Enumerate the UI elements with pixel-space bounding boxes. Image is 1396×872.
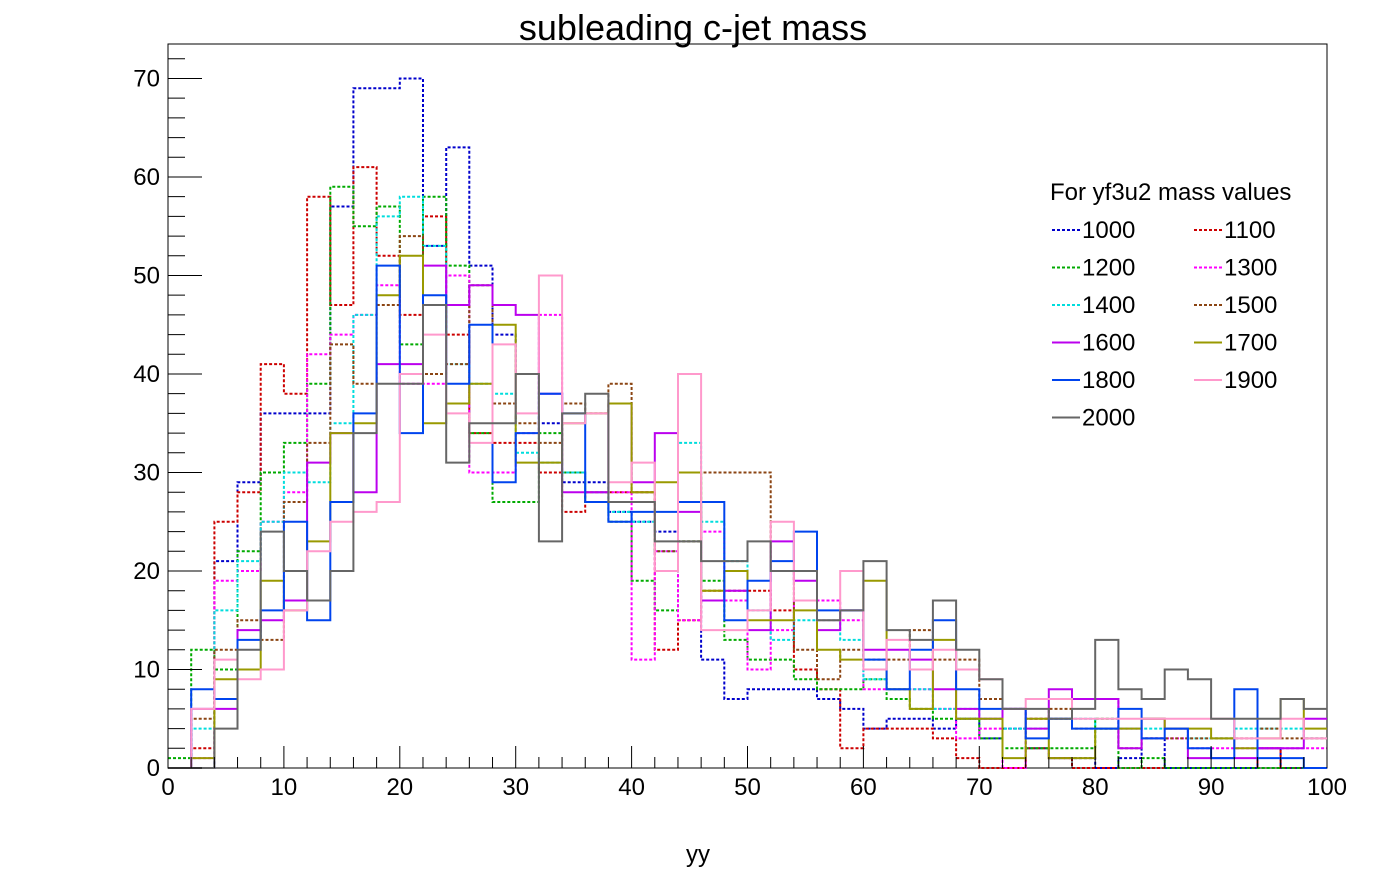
legend-label-1200: 1200 — [1082, 255, 1135, 282]
series-1700-histogram — [168, 254, 1327, 769]
y-tick-label: 70 — [133, 65, 160, 92]
x-axis-label: yy — [686, 841, 710, 868]
series-2000-histogram — [168, 304, 1327, 769]
legend-label-1100: 1100 — [1224, 217, 1276, 244]
legend-label-1400: 1400 — [1082, 292, 1135, 319]
legend-label-1600: 1600 — [1082, 330, 1135, 357]
legend-label-1000: 1000 — [1082, 217, 1135, 244]
x-tick-label: 30 — [502, 774, 529, 801]
chart-title: subleading c-jet mass — [519, 7, 867, 48]
legend-label-1700: 1700 — [1224, 330, 1277, 357]
series-1000-histogram — [168, 77, 1327, 769]
y-tick-label: 0 — [147, 755, 160, 782]
y-tick-label: 50 — [133, 262, 160, 289]
legend: For yf3u2 mass values 1000 1100 1200 1300 14… — [1050, 179, 1291, 432]
series-1400-histogram — [168, 195, 1327, 769]
x-tick-label: 70 — [966, 774, 993, 801]
x-tick-label: 10 — [271, 774, 298, 801]
y-tick-label: 20 — [133, 558, 160, 585]
x-tick-label: 0 — [161, 774, 174, 801]
y-tick-label: 10 — [133, 656, 160, 683]
legend-title: For yf3u2 mass values — [1050, 179, 1291, 206]
legend-label-1500: 1500 — [1224, 292, 1277, 319]
x-tick-label: 60 — [850, 774, 877, 801]
legend-label-2000: 2000 — [1082, 405, 1135, 432]
x-tick-label: 80 — [1082, 774, 1109, 801]
x-tick-label: 20 — [386, 774, 413, 801]
legend-label-1900: 1900 — [1224, 367, 1277, 394]
y-tick-label: 60 — [133, 164, 160, 191]
legend-label-1800: 1800 — [1082, 367, 1135, 394]
y-tick-label: 30 — [133, 459, 160, 486]
x-tick-label: 50 — [734, 774, 761, 801]
series-1600-histogram — [168, 264, 1327, 769]
x-tick-label: 40 — [618, 774, 645, 801]
legend-label-1300: 1300 — [1224, 255, 1277, 282]
series-layer — [168, 77, 1327, 769]
x-tick-label: 100 — [1307, 774, 1347, 801]
x-tick-label: 90 — [1198, 774, 1225, 801]
y-tick-label: 40 — [133, 361, 160, 388]
series-1200-histogram — [168, 185, 1327, 769]
series-1100-histogram — [168, 166, 1327, 769]
